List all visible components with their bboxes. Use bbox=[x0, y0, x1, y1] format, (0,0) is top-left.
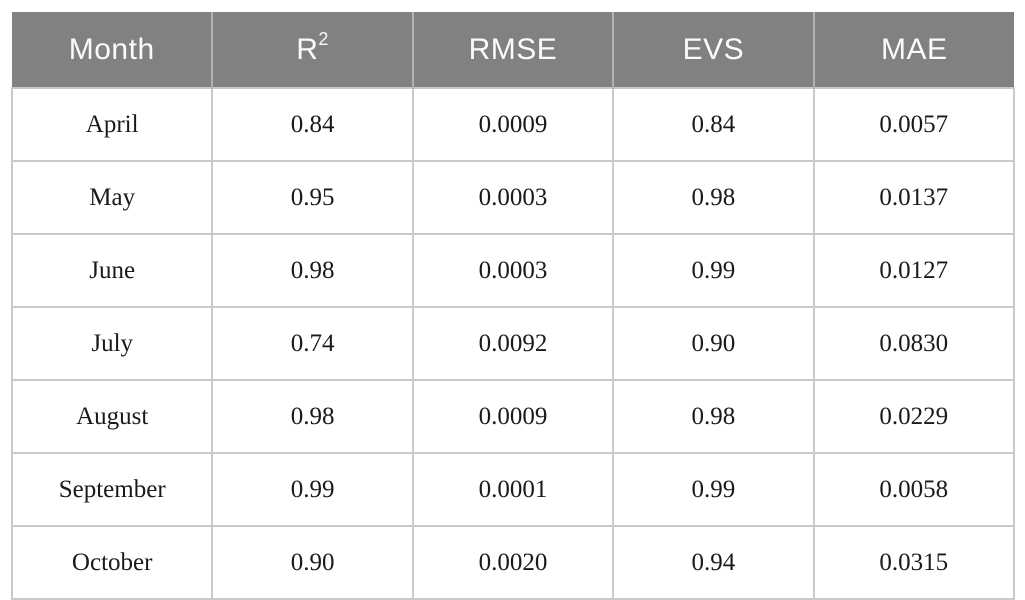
column-header-mae: MAE bbox=[812, 12, 1014, 88]
cell-r2: 0.90 bbox=[211, 525, 414, 600]
cell-mae: 0.0830 bbox=[812, 306, 1016, 381]
cell-mae: 0.0127 bbox=[812, 233, 1016, 308]
cell-rmse: 0.0020 bbox=[411, 525, 615, 600]
column-header-rmse: RMSE bbox=[411, 12, 614, 88]
cell-evs: 0.99 bbox=[612, 233, 815, 308]
cell-evs: 0.98 bbox=[612, 160, 815, 235]
cell-month: May bbox=[10, 160, 214, 235]
header-row: Month R2 RMSE EVS MAE bbox=[12, 12, 1014, 88]
column-header-evs-label: EVS bbox=[682, 32, 745, 66]
cell-month: August bbox=[10, 379, 214, 454]
metrics-table: Month R2 RMSE EVS MAE April 0.84 0.0009 … bbox=[10, 12, 1016, 600]
table-row-july: July 0.74 0.0092 0.90 0.0830 bbox=[10, 306, 1016, 381]
table-row-june: June 0.98 0.0003 0.99 0.0127 bbox=[10, 233, 1016, 308]
cell-month: October bbox=[10, 525, 214, 600]
cell-rmse: 0.0003 bbox=[411, 160, 615, 235]
table-row-may: May 0.95 0.0003 0.98 0.0137 bbox=[10, 160, 1016, 235]
cell-evs: 0.90 bbox=[612, 306, 815, 381]
cell-mae: 0.0058 bbox=[812, 452, 1016, 527]
cell-rmse: 0.0009 bbox=[411, 379, 615, 454]
cell-r2: 0.84 bbox=[211, 87, 414, 162]
cell-rmse: 0.0092 bbox=[411, 306, 615, 381]
cell-r2: 0.99 bbox=[211, 452, 414, 527]
cell-mae: 0.0229 bbox=[812, 379, 1016, 454]
r2-superscript: 2 bbox=[318, 28, 329, 49]
column-header-r2: R2 bbox=[211, 12, 413, 88]
column-header-rmse-label: RMSE bbox=[468, 32, 558, 66]
table-row-august: August 0.98 0.0009 0.98 0.0229 bbox=[10, 379, 1016, 454]
cell-mae: 0.0137 bbox=[812, 160, 1016, 235]
cell-month: September bbox=[10, 452, 214, 527]
cell-rmse: 0.0003 bbox=[411, 233, 615, 308]
column-header-month: Month bbox=[12, 12, 213, 88]
cell-mae: 0.0315 bbox=[812, 525, 1016, 600]
table-row-october: October 0.90 0.0020 0.94 0.0315 bbox=[10, 525, 1016, 600]
cell-evs: 0.94 bbox=[612, 525, 815, 600]
cell-month: July bbox=[10, 306, 214, 381]
cell-r2: 0.98 bbox=[211, 233, 414, 308]
cell-month: June bbox=[10, 233, 214, 308]
column-header-mae-label: MAE bbox=[881, 32, 948, 66]
table-row-april: April 0.84 0.0009 0.84 0.0057 bbox=[10, 87, 1016, 162]
cell-month: April bbox=[10, 87, 214, 162]
cell-r2: 0.95 bbox=[211, 160, 414, 235]
cell-evs: 0.98 bbox=[612, 379, 815, 454]
cell-rmse: 0.0001 bbox=[411, 452, 615, 527]
cell-r2: 0.74 bbox=[211, 306, 414, 381]
cell-mae: 0.0057 bbox=[812, 87, 1016, 162]
cell-evs: 0.84 bbox=[612, 87, 815, 162]
table-header: Month R2 RMSE EVS MAE bbox=[12, 12, 1014, 88]
column-header-r2-label: R bbox=[296, 32, 319, 66]
column-header-evs: EVS bbox=[612, 12, 814, 88]
cell-rmse: 0.0009 bbox=[411, 87, 615, 162]
cell-r2: 0.98 bbox=[211, 379, 414, 454]
table-row-september: September 0.99 0.0001 0.99 0.0058 bbox=[10, 452, 1016, 527]
table-body: April 0.84 0.0009 0.84 0.0057 May 0.95 0… bbox=[10, 87, 1016, 600]
cell-evs: 0.99 bbox=[612, 452, 815, 527]
column-header-month-label: Month bbox=[68, 32, 155, 66]
